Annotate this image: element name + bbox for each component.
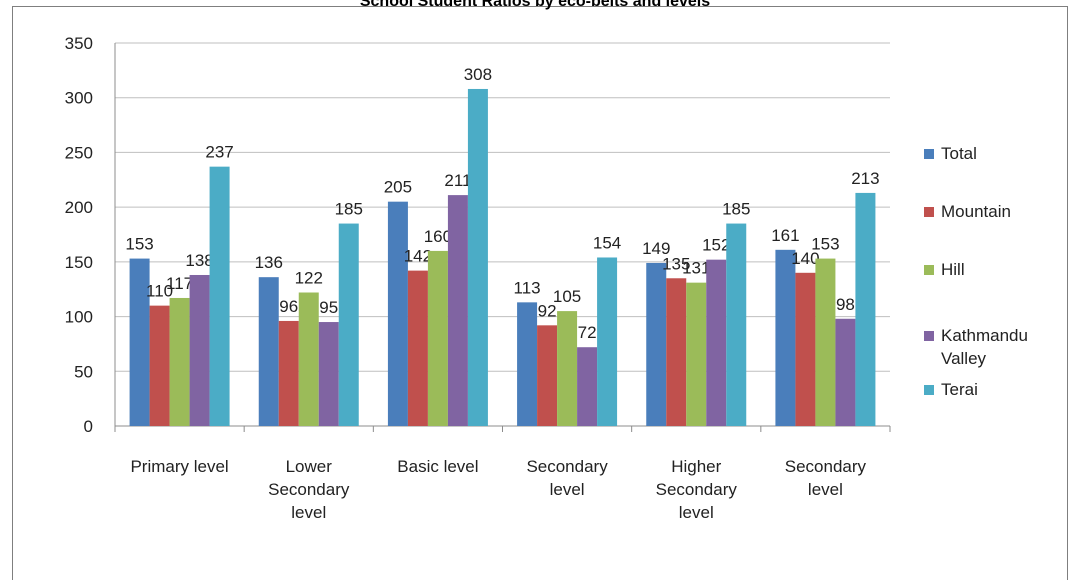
bar [149,305,170,426]
data-label: 185 [335,200,363,219]
bar [577,347,598,426]
data-label: 149 [642,239,670,258]
data-label: 138 [185,251,213,270]
bar [815,258,836,426]
data-label: 211 [444,171,471,190]
data-label: 135 [662,254,690,273]
bar [129,258,150,426]
x-category-label: Secondary [785,457,867,476]
data-label: 98 [836,295,855,314]
bar [278,320,299,426]
data-label: 113 [514,278,541,297]
legend-label: Valley [941,349,987,368]
bar [467,88,488,427]
x-category-label: Secondary [268,480,350,499]
bar [706,259,727,426]
data-label: 72 [578,323,597,342]
data-label: 142 [404,247,432,266]
x-category-label: Basic level [397,457,478,476]
legend-swatch [924,385,934,395]
data-label: 161 [771,226,799,245]
data-label: 117 [166,274,193,293]
data-label: 92 [538,301,557,320]
y-tick-label: 50 [74,362,93,381]
bar [557,311,578,426]
bar [726,223,747,426]
legend-swatch [924,331,934,341]
bar [835,318,856,426]
data-label: 205 [384,178,412,197]
data-label: 131 [682,259,710,278]
legend-label: Terai [941,380,978,399]
chart-title: School Student Ratios by eco-belts and l… [359,0,711,10]
legend-swatch [924,149,934,159]
bar [447,195,468,426]
data-label: 153 [125,235,153,254]
data-label: 308 [464,65,492,84]
legend-label: Total [941,144,977,163]
x-category-label: Secondary [656,480,738,499]
x-category-label: level [808,480,843,499]
x-category-label: Primary level [130,457,228,476]
legend-swatch [924,265,934,275]
legend-label: Kathmandu [941,326,1028,345]
x-category-label: level [291,503,326,522]
bar [298,292,319,426]
data-label: 105 [553,287,581,306]
y-tick-label: 250 [65,143,93,162]
chart-frame [12,6,1068,580]
x-category-label: Higher [671,457,721,476]
data-label: 95 [319,298,338,317]
legend-label: Mountain [941,202,1011,221]
data-label: 136 [255,253,283,272]
x-category-label: Lower [286,457,333,476]
bar [387,201,408,426]
data-label: 237 [205,143,233,162]
legend-label: Hill [941,260,965,279]
data-label: 140 [791,249,819,268]
bar [855,192,876,426]
data-label: 153 [811,235,839,254]
bar [189,274,210,426]
bar [258,277,279,426]
bar [407,270,428,426]
bar [646,262,667,426]
bar [318,322,339,426]
bar [686,282,707,426]
y-tick-label: 300 [65,89,93,108]
data-label: 160 [424,227,452,246]
data-label: 110 [146,282,173,301]
bar [597,257,618,426]
data-label: 213 [851,169,879,188]
x-category-label: level [679,503,714,522]
data-label: 154 [593,233,621,252]
data-label: 185 [722,200,750,219]
y-tick-label: 200 [65,198,93,217]
bar [517,302,538,426]
bar [537,325,558,426]
bar [666,278,687,426]
bar [427,250,448,426]
x-category-label: level [550,480,585,499]
data-label: 96 [279,297,298,316]
y-tick-label: 350 [65,34,93,53]
bar [775,249,796,426]
bar [338,223,359,426]
bar [209,166,230,426]
bar [169,297,190,426]
data-label: 122 [295,268,323,287]
data-label: 152 [702,236,730,255]
legend-swatch [924,207,934,217]
y-tick-label: 150 [65,253,93,272]
x-category-label: Secondary [526,457,608,476]
y-tick-label: 0 [84,417,93,436]
y-tick-label: 100 [65,308,93,327]
bar [795,272,816,426]
